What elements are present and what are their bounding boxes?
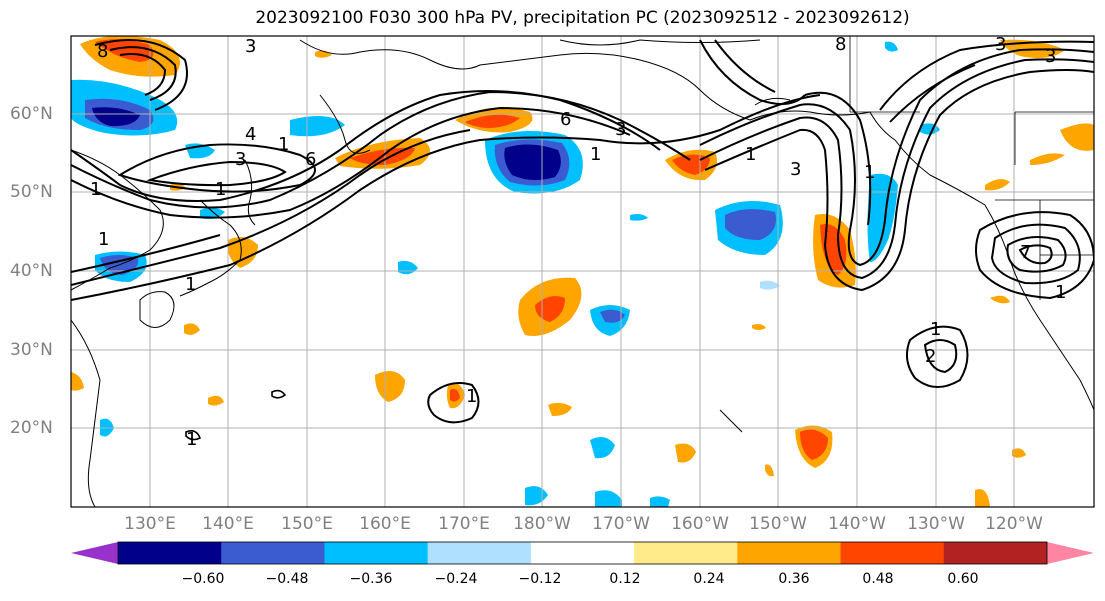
contour-label: 6 [305, 149, 316, 170]
colorbar-tick-label: 0.48 [862, 571, 894, 587]
colorbar-tick-label: 0.36 [778, 571, 810, 587]
lat-label: 50°N [10, 182, 53, 202]
contour-label: 1 [186, 429, 197, 450]
colorbar-cell [324, 542, 429, 564]
lon-label: 140°W [828, 514, 886, 534]
lon-label: 170°W [592, 514, 650, 534]
colorbar-cell [427, 542, 532, 564]
colorbar-cell [737, 542, 842, 564]
lon-label: 160°W [671, 514, 729, 534]
lat-label: 20°N [10, 418, 53, 438]
map-border [70, 35, 1095, 508]
lon-label: 150°E [281, 514, 333, 534]
colorbar-tick-label: −0.12 [518, 571, 562, 587]
contour-label: 1 [1055, 282, 1066, 303]
lon-label: 160°E [359, 514, 411, 534]
contour-label: 1 [864, 162, 875, 183]
colorbar-tick-label: −0.24 [434, 571, 478, 587]
contour-label: 1 [930, 319, 941, 340]
lon-label: 140°E [202, 514, 254, 534]
contour-label: 6 [560, 109, 571, 130]
coastlines [71, 39, 1094, 507]
contour-label: 2 [925, 346, 936, 367]
colorbar [71, 541, 1094, 565]
colorbar-tick-label: −0.48 [265, 571, 309, 587]
colorbar-tick-label: 0.24 [693, 571, 725, 587]
lat-label: 40°N [10, 261, 53, 281]
contour-label: 1 [215, 179, 226, 200]
colorbar-cell [221, 542, 325, 564]
contour-label: 3 [235, 149, 246, 170]
colorbar-cell [530, 542, 635, 564]
lon-label: 120°W [985, 514, 1043, 534]
lon-label: 130°E [124, 514, 176, 534]
colorbar-extend-low [71, 542, 118, 564]
precip-negative-areas [71, 41, 940, 507]
borders [849, 36, 1094, 300]
contour-label: 1 [278, 134, 289, 155]
colorbar-cell [118, 542, 222, 564]
contour-label: 1 [98, 229, 109, 250]
contour-label: 4 [245, 124, 256, 145]
pv-contours [71, 39, 1094, 441]
contour-label: 1 [90, 179, 101, 200]
colorbar-tick-label: 0.12 [609, 571, 641, 587]
figure-title: 2023092100 F030 300 hPa PV, precipitatio… [255, 8, 910, 28]
contour-label: 3 [790, 159, 801, 180]
colorbar-tick-label: −0.36 [349, 571, 393, 587]
colorbar-cell [943, 542, 1048, 564]
colorbar-cell [840, 542, 945, 564]
lon-label: 170°E [438, 514, 490, 534]
contour-label: 1 [745, 144, 756, 165]
graticule [71, 36, 1094, 507]
colorbar-tick-label: −0.60 [181, 571, 225, 587]
contour-label: 1 [590, 144, 601, 165]
contour-label: 3 [1045, 46, 1056, 67]
lon-label: 150°W [749, 514, 807, 534]
colorbar-cell [634, 542, 738, 564]
contour-label: 3 [615, 119, 626, 140]
colorbar-extend-high [1047, 542, 1094, 564]
lat-label: 60°N [10, 104, 53, 124]
contour-label: 3 [995, 34, 1006, 55]
contour-label: 7 [1020, 242, 1031, 263]
lon-label: 130°W [907, 514, 965, 534]
contour-label: 1 [185, 274, 196, 295]
contour-label: 8 [835, 34, 846, 55]
contour-label: 8 [97, 41, 108, 62]
colorbar-tick-label: 0.60 [947, 571, 979, 587]
contour-label: 3 [245, 36, 256, 57]
colorbar-frame [117, 541, 1048, 565]
contour-label: 1 [466, 386, 477, 407]
lat-label: 30°N [10, 340, 53, 360]
lon-label: 180°W [513, 514, 571, 534]
